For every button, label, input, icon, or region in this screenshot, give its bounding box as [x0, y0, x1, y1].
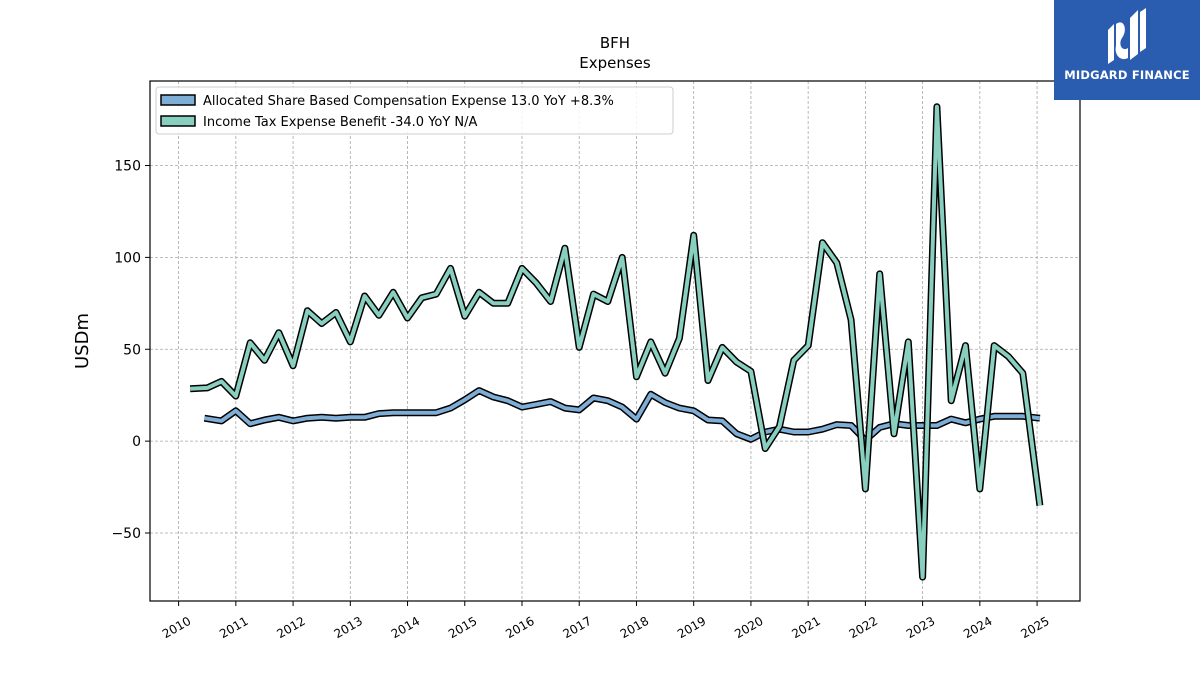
y-tick-label: 100 [114, 250, 141, 266]
x-tick-label: 2012 [274, 614, 307, 641]
series-line-2 [189, 104, 1042, 580]
x-tick-label: 2019 [675, 614, 708, 641]
x-tick-label: 2014 [389, 614, 422, 641]
x-tick-label: 2018 [618, 614, 651, 641]
logo-mark-icon [1108, 8, 1146, 64]
x-tick-label: 2020 [732, 614, 765, 641]
legend-label-2: Income Tax Expense Benefit -34.0 YoY N/A [203, 115, 478, 130]
x-tick-label: 2013 [332, 614, 365, 641]
legend-swatch-2 [160, 115, 196, 127]
x-tick-label: 2016 [503, 614, 536, 641]
x-tick-label: 2010 [160, 614, 193, 641]
x-tick-label: 2017 [561, 614, 594, 641]
y-tick-label: 150 [114, 159, 141, 175]
x-tick-label: 2023 [904, 614, 937, 641]
x-tick-label: 2022 [847, 614, 880, 641]
legend: Allocated Share Based Compensation Expen… [155, 86, 674, 135]
y-tick-label: 50 [123, 342, 141, 358]
y-tick-label: −50 [111, 526, 141, 542]
y-tick-label: 0 [132, 434, 141, 450]
plot-area: 2010 2011 2012 2013 2014 2015 2016 2017 2018 2019… [111, 80, 1081, 641]
x-tick-label: 2015 [446, 614, 479, 641]
x-tick-label: 2021 [789, 614, 822, 641]
chart-subtitle: Expenses [579, 54, 651, 72]
brand-name: MIDGARD FINANCE [1064, 68, 1190, 82]
legend-swatch-1 [160, 94, 196, 106]
legend-box [155, 86, 674, 135]
y-axis-label: USDm [72, 313, 93, 369]
series-outline-2 [189, 103, 1044, 581]
x-tick-label: 2011 [217, 614, 250, 641]
plot-frame [149, 80, 1081, 602]
legend-label-1: Allocated Share Based Compensation Expen… [203, 94, 614, 109]
x-tick-label: 2025 [1018, 614, 1051, 641]
chart-title: BFH [600, 34, 630, 52]
brand-logo: MIDGARD FINANCE [1054, 0, 1200, 100]
x-tick-label: 2024 [961, 614, 994, 641]
